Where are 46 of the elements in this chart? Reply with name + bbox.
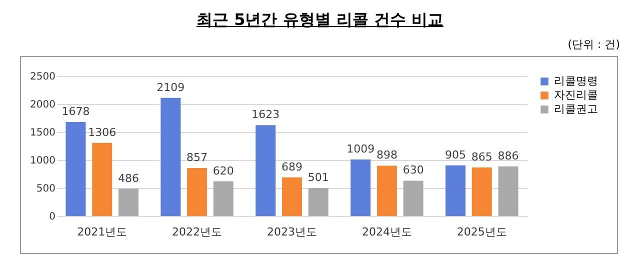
- y-tick-label: 2500: [30, 72, 56, 82]
- data-label: 630: [402, 164, 424, 177]
- bar: [213, 181, 234, 216]
- x-tick-label: 2024년도: [362, 226, 412, 238]
- legend-label: 리콜명령: [554, 74, 598, 88]
- y-tick-label: 500: [36, 184, 56, 194]
- x-tick-label: 2022년도: [172, 226, 222, 238]
- y-tick-label: 0: [49, 212, 56, 222]
- data-label: 857: [186, 151, 208, 164]
- data-label: 905: [445, 148, 466, 162]
- y-tick-label: 1000: [30, 156, 56, 166]
- bar: [350, 159, 371, 216]
- data-label: 1009: [346, 142, 375, 156]
- data-label: 689: [282, 160, 302, 174]
- bar: [160, 98, 181, 216]
- bar: [472, 168, 492, 216]
- bar: [66, 122, 86, 216]
- data-label: 620: [212, 164, 234, 178]
- y-tick-label: 1500: [30, 128, 56, 138]
- x-tick-label: 2021년도: [77, 226, 128, 238]
- y-tick-label: 2000: [30, 100, 56, 110]
- chart-title: 최근 5년간 유형별 리콜 건수 비교: [196, 9, 444, 31]
- bar: [187, 168, 208, 216]
- data-label: 501: [308, 170, 329, 184]
- data-label: 2109: [156, 80, 185, 94]
- data-label: 898: [376, 148, 398, 162]
- x-tick-label: 2023년도: [267, 226, 317, 238]
- data-label: 1678: [62, 105, 90, 118]
- bar: [446, 165, 466, 216]
- bar: [282, 177, 302, 216]
- bar: [308, 188, 328, 216]
- bar: [118, 188, 138, 216]
- data-label: 1623: [252, 108, 280, 122]
- legend-label: 리콜권고: [554, 102, 598, 116]
- bar: [92, 142, 112, 216]
- data-label: 1306: [88, 126, 116, 139]
- bar: [256, 125, 276, 216]
- bar: [376, 166, 397, 216]
- bar: [403, 180, 424, 216]
- legend-label: 자진리콜: [554, 88, 598, 102]
- data-label: 886: [498, 149, 519, 162]
- x-tick-label: 2025년도: [456, 226, 507, 238]
- text: (단위 : 건): [566, 37, 621, 53]
- data-label: 486: [118, 172, 139, 185]
- data-label: 865: [471, 150, 492, 164]
- bar: [498, 166, 518, 216]
